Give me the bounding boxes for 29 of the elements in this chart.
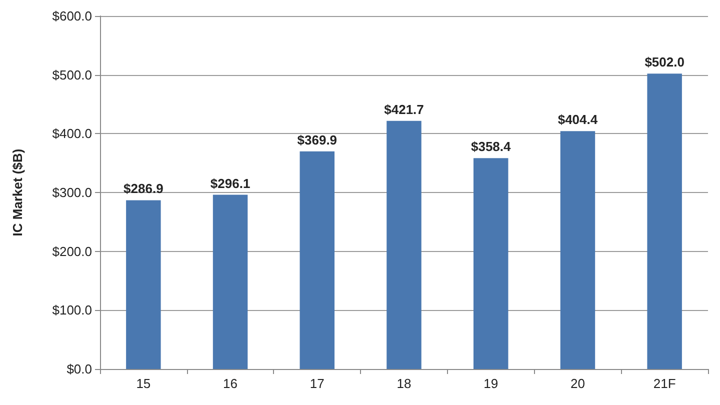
y-tick-label: $500.0	[52, 67, 92, 82]
bar	[212, 194, 248, 369]
x-tick-label: 16	[223, 376, 238, 391]
y-tick-label: $600.0	[52, 8, 92, 24]
y-tick-label: $300.0	[52, 185, 92, 200]
x-tick-label: 21F	[653, 376, 676, 391]
bar	[126, 200, 161, 369]
y-tick-label: $100.0	[52, 302, 92, 318]
bar	[386, 120, 422, 369]
x-tick-label: 15	[136, 376, 151, 391]
x-tick-label: 20	[570, 376, 585, 391]
x-tick-label: 18	[396, 376, 412, 391]
data-label: $421.7	[384, 102, 424, 117]
data-label: $286.9	[124, 181, 164, 196]
bar	[560, 131, 596, 369]
bar	[300, 151, 335, 369]
y-axis-title: IC Market ($B)	[10, 148, 25, 236]
data-label: $369.9	[297, 132, 338, 148]
data-label: $404.4	[558, 112, 598, 128]
data-label: $502.0	[644, 54, 684, 70]
data-label: $296.1	[210, 176, 250, 191]
x-tick-label: 17	[310, 376, 324, 391]
x-tick-label: 19	[484, 376, 498, 391]
data-label: $358.4	[470, 139, 512, 154]
y-tick-label: $200.0	[52, 244, 92, 259]
y-tick-label: $400.0	[52, 126, 92, 142]
bar	[473, 158, 508, 369]
y-tick-label: $0.0	[66, 362, 92, 376]
bar	[647, 74, 682, 369]
